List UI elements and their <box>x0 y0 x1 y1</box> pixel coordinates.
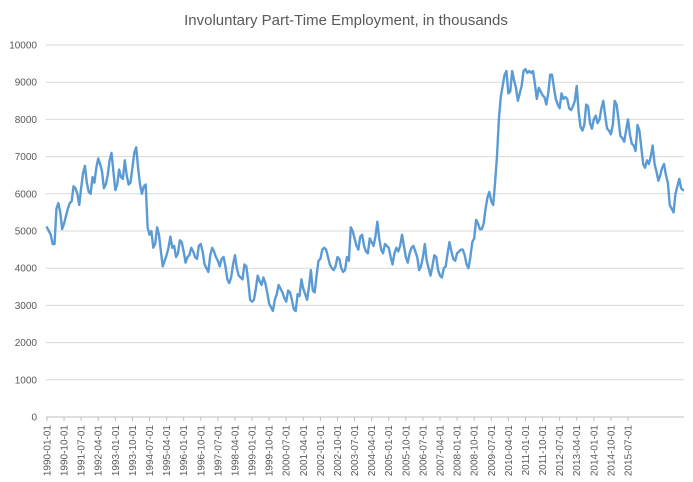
x-tick-label: 2011-01-01 <box>521 425 532 476</box>
x-tick-label: 2006-07-01 <box>418 425 429 477</box>
y-tick-label: 9000 <box>15 78 38 89</box>
x-tick-label: 1991-07-01 <box>77 425 88 477</box>
x-tick-label: 1994-07-01 <box>145 425 156 477</box>
x-tick-label: 2009-07-01 <box>487 425 498 477</box>
y-tick-label: 3000 <box>15 301 38 312</box>
y-tick-label: 6000 <box>15 189 38 200</box>
y-tick-label: 5000 <box>15 227 38 238</box>
y-tick-label: 4000 <box>15 264 38 275</box>
x-tick-label: 2015-07-01 <box>623 425 634 477</box>
gridlines <box>46 44 684 418</box>
x-tick-label: 2001-04-01 <box>299 425 310 477</box>
y-axis-tick-labels: 0 1000 2000 3000 4000 5000 6000 7000 8000 9000 100… <box>9 41 37 424</box>
x-tick-label: 1997-07-01 <box>213 425 224 477</box>
series-line <box>45 67 685 313</box>
x-tick-label: 2013-04-01 <box>572 425 583 477</box>
x-tick-label: 1993-01-01 <box>111 425 122 477</box>
x-tick-label: 1999-01-01 <box>248 425 259 477</box>
x-tick-label: 2014-01-01 <box>589 425 600 477</box>
x-tick-label: 2005-10-01 <box>401 425 412 477</box>
x-tick-label: 2014-10-01 <box>606 425 617 477</box>
x-tick-label: 2000-07-01 <box>282 425 293 477</box>
y-tick-label: 10000 <box>9 41 37 52</box>
y-tick-label: 8000 <box>15 115 38 126</box>
y-tick-label: 2000 <box>15 338 38 349</box>
y-tick-label: 1000 <box>15 375 38 386</box>
x-tick-label: 2007-04-01 <box>436 425 447 477</box>
x-tick-label: 1993-10-01 <box>128 425 139 477</box>
x-tick-label: 2005-01-01 <box>384 425 395 477</box>
x-tick-label: 2008-10-01 <box>470 425 481 477</box>
x-tick-label: 2010-04-01 <box>504 425 515 477</box>
x-tick-label: 1992-04-01 <box>94 425 105 477</box>
x-tick-label: 2012-07-01 <box>555 425 566 477</box>
y-tick-label: 0 <box>31 413 37 424</box>
x-tick-label: 2002-01-01 <box>316 425 327 477</box>
x-tick-label: 1999-10-01 <box>265 425 276 477</box>
x-tick-label: 1996-10-01 <box>196 425 207 477</box>
chart-title: Involuntary Part-Time Employment, in tho… <box>184 12 508 29</box>
x-tick-label: 2011-10-01 <box>538 425 549 476</box>
x-tick-label: 2002-10-01 <box>333 425 344 477</box>
x-tick-label: 1998-04-01 <box>230 425 241 477</box>
x-axis-tick-labels: 1990-01-01 1990-10-01 1991-07-01 1992-04-01… <box>42 417 634 476</box>
x-tick-label: 2003-07-01 <box>350 425 361 477</box>
x-tick-label: 1990-10-01 <box>60 425 71 477</box>
series-layer <box>45 67 685 313</box>
x-tick-label: 2008-01-01 <box>453 425 464 477</box>
y-tick-label: 7000 <box>15 152 38 163</box>
x-tick-label: 1996-01-01 <box>179 425 190 477</box>
x-tick-label: 1995-04-01 <box>162 425 173 477</box>
x-tick-label: 2004-04-01 <box>367 425 378 477</box>
x-tick-label: 1990-01-01 <box>42 425 53 477</box>
